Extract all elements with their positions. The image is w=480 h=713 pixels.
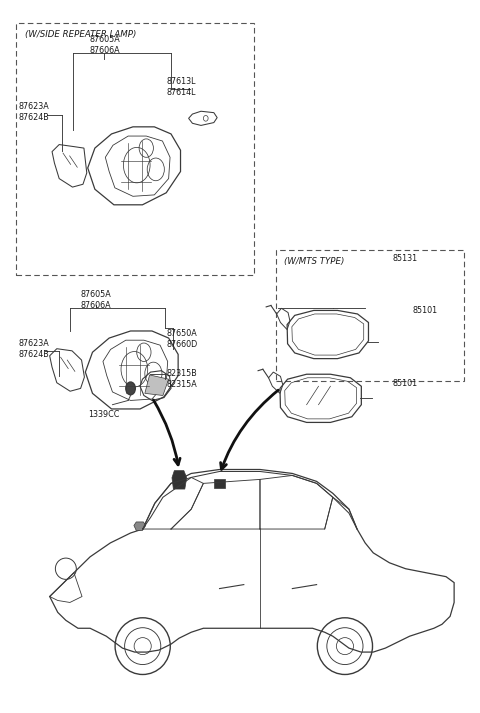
Polygon shape (134, 522, 146, 530)
Text: 85101: 85101 (412, 306, 437, 315)
Text: (W/SIDE REPEATER LAMP): (W/SIDE REPEATER LAMP) (25, 31, 136, 39)
Polygon shape (145, 375, 168, 396)
Text: 87613L
87614L: 87613L 87614L (166, 77, 196, 97)
Bar (276, 250, 464, 381)
Polygon shape (172, 471, 187, 489)
Text: 87623A
87624B: 87623A 87624B (19, 102, 49, 122)
Bar (214, 479, 225, 488)
Bar (16, 24, 254, 275)
Text: 82315B
82315A: 82315B 82315A (166, 369, 197, 389)
Text: 85131: 85131 (392, 254, 418, 263)
Text: 87650A
87660D: 87650A 87660D (166, 329, 197, 349)
Text: 87605A
87606A: 87605A 87606A (81, 289, 112, 310)
Ellipse shape (126, 382, 135, 395)
Text: 1339CC: 1339CC (88, 410, 119, 419)
Text: 85101: 85101 (392, 379, 418, 388)
Text: 87623A
87624B: 87623A 87624B (19, 339, 49, 359)
Text: 87605A
87606A: 87605A 87606A (89, 34, 120, 55)
Text: (W/MTS TYPE): (W/MTS TYPE) (284, 257, 345, 266)
